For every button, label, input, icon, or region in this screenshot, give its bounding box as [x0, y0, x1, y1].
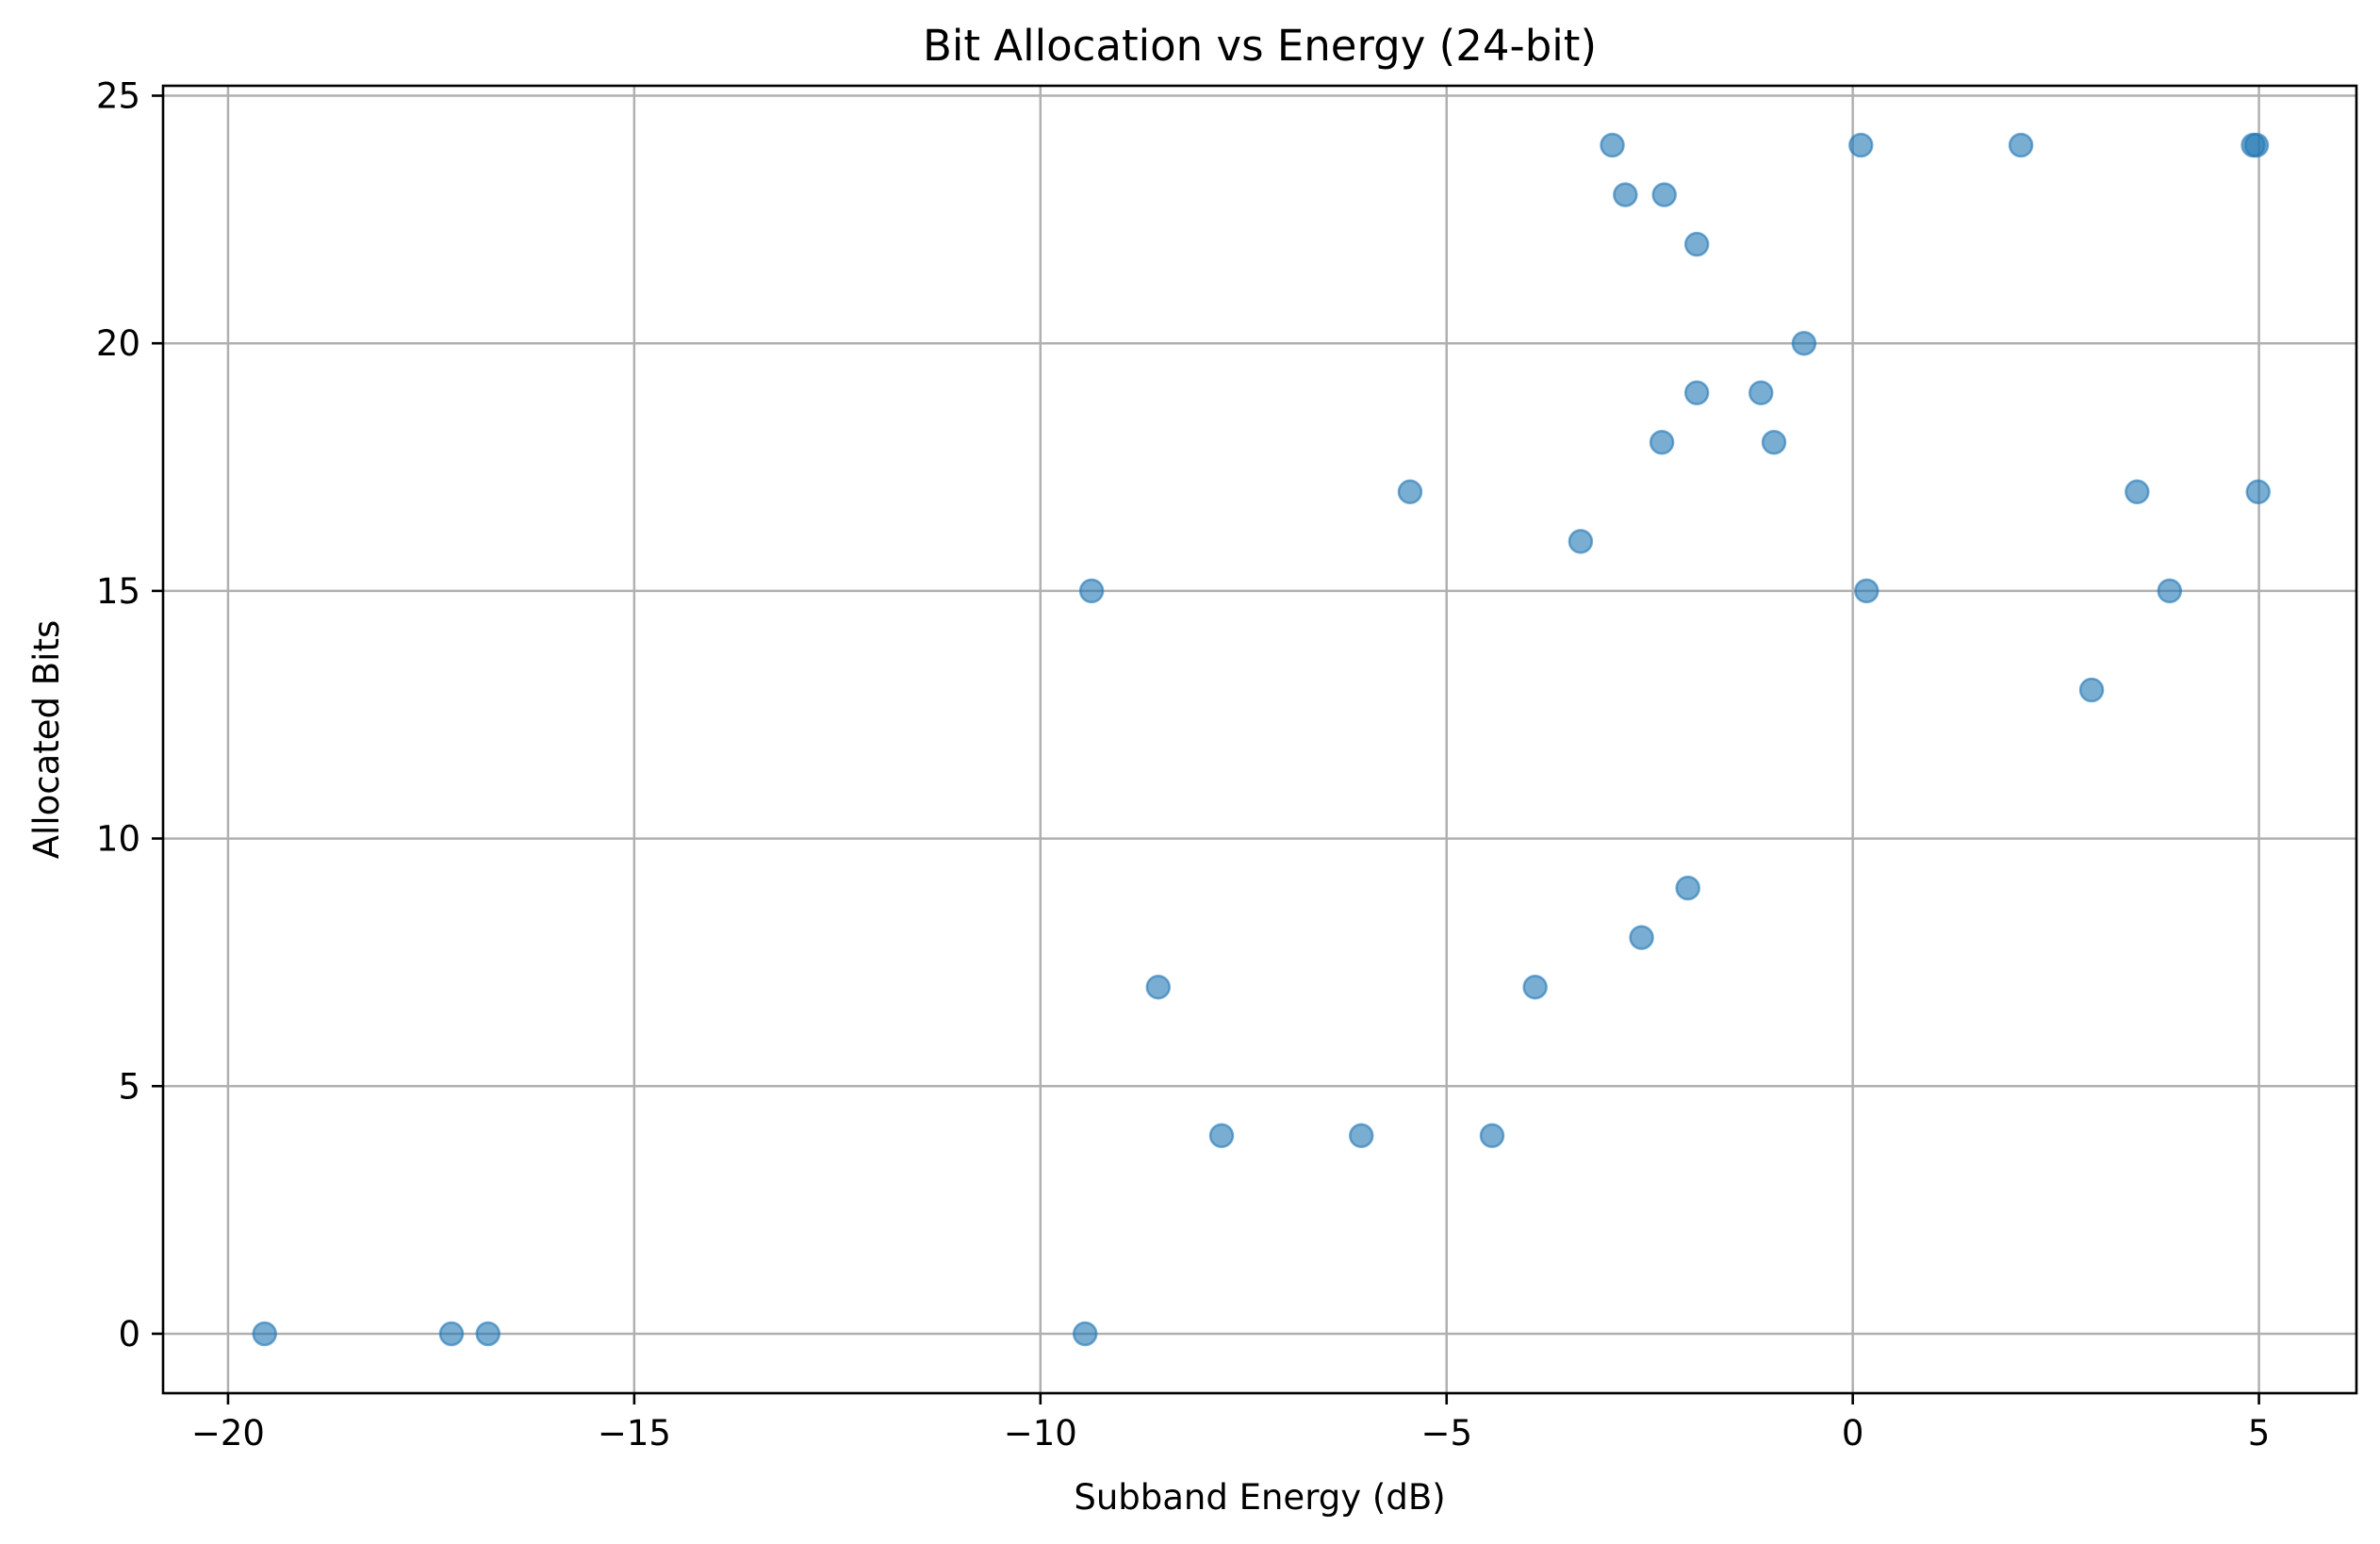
data-point: [1479, 1123, 1505, 1149]
y-tick-label: 10: [96, 819, 140, 860]
data-point: [475, 1321, 501, 1347]
data-point: [1348, 1123, 1374, 1149]
data-point: [1208, 1123, 1235, 1149]
x-tick-label: 5: [2248, 1413, 2271, 1454]
y-tick-label: 5: [118, 1066, 140, 1107]
data-point: [2008, 132, 2034, 158]
x-axis-label: Subband Energy (dB): [1074, 1477, 1445, 1518]
data-point: [1848, 132, 1874, 158]
data-point: [1854, 578, 1879, 604]
data-point: [1522, 974, 1548, 1000]
y-tick-label: 15: [96, 571, 140, 612]
x-tick-label: 0: [1842, 1413, 1864, 1454]
data-point: [1613, 182, 1638, 207]
grid: [163, 86, 2356, 1393]
data-point: [1078, 578, 1105, 604]
data-point: [1145, 974, 1172, 1000]
data-point: [1629, 925, 1654, 950]
data-point: [1683, 380, 1710, 405]
data-point: [1791, 330, 1817, 356]
data-point: [1761, 430, 1787, 455]
data-point: [252, 1321, 277, 1347]
x-tick-label: −15: [598, 1413, 671, 1454]
chart-title: Bit Allocation vs Energy (24-bit): [923, 21, 1597, 71]
plot-frame: [161, 84, 2358, 1395]
x-tick-label: −10: [1004, 1413, 1077, 1454]
data-point: [1600, 132, 1625, 158]
data-point: [1748, 380, 1774, 405]
y-tick-label: 25: [96, 76, 140, 117]
x-tick-label: −5: [1420, 1413, 1472, 1454]
data-point: [1675, 875, 1700, 901]
data-point: [438, 1321, 465, 1347]
data-point: [2243, 132, 2270, 158]
data-point: [2125, 479, 2150, 505]
data-point: [1649, 430, 1675, 455]
x-tick-label: −20: [191, 1413, 265, 1454]
data-point: [2157, 578, 2183, 604]
ticks: −20 −15 −10 −5 0 5 0 5 10 15 20 25: [96, 76, 2270, 1454]
data-point: [1397, 479, 1423, 505]
y-tick-label: 20: [96, 323, 140, 364]
y-tick-label: 0: [118, 1314, 140, 1355]
data-point: [1072, 1321, 1098, 1347]
data-point: [2245, 479, 2271, 505]
y-axis-label: Allocated Bits: [26, 620, 67, 860]
data-point: [2078, 677, 2105, 703]
data-points: [252, 132, 2271, 1347]
data-point: [1651, 182, 1677, 207]
data-point: [1683, 231, 1710, 257]
data-point: [1568, 529, 1594, 554]
